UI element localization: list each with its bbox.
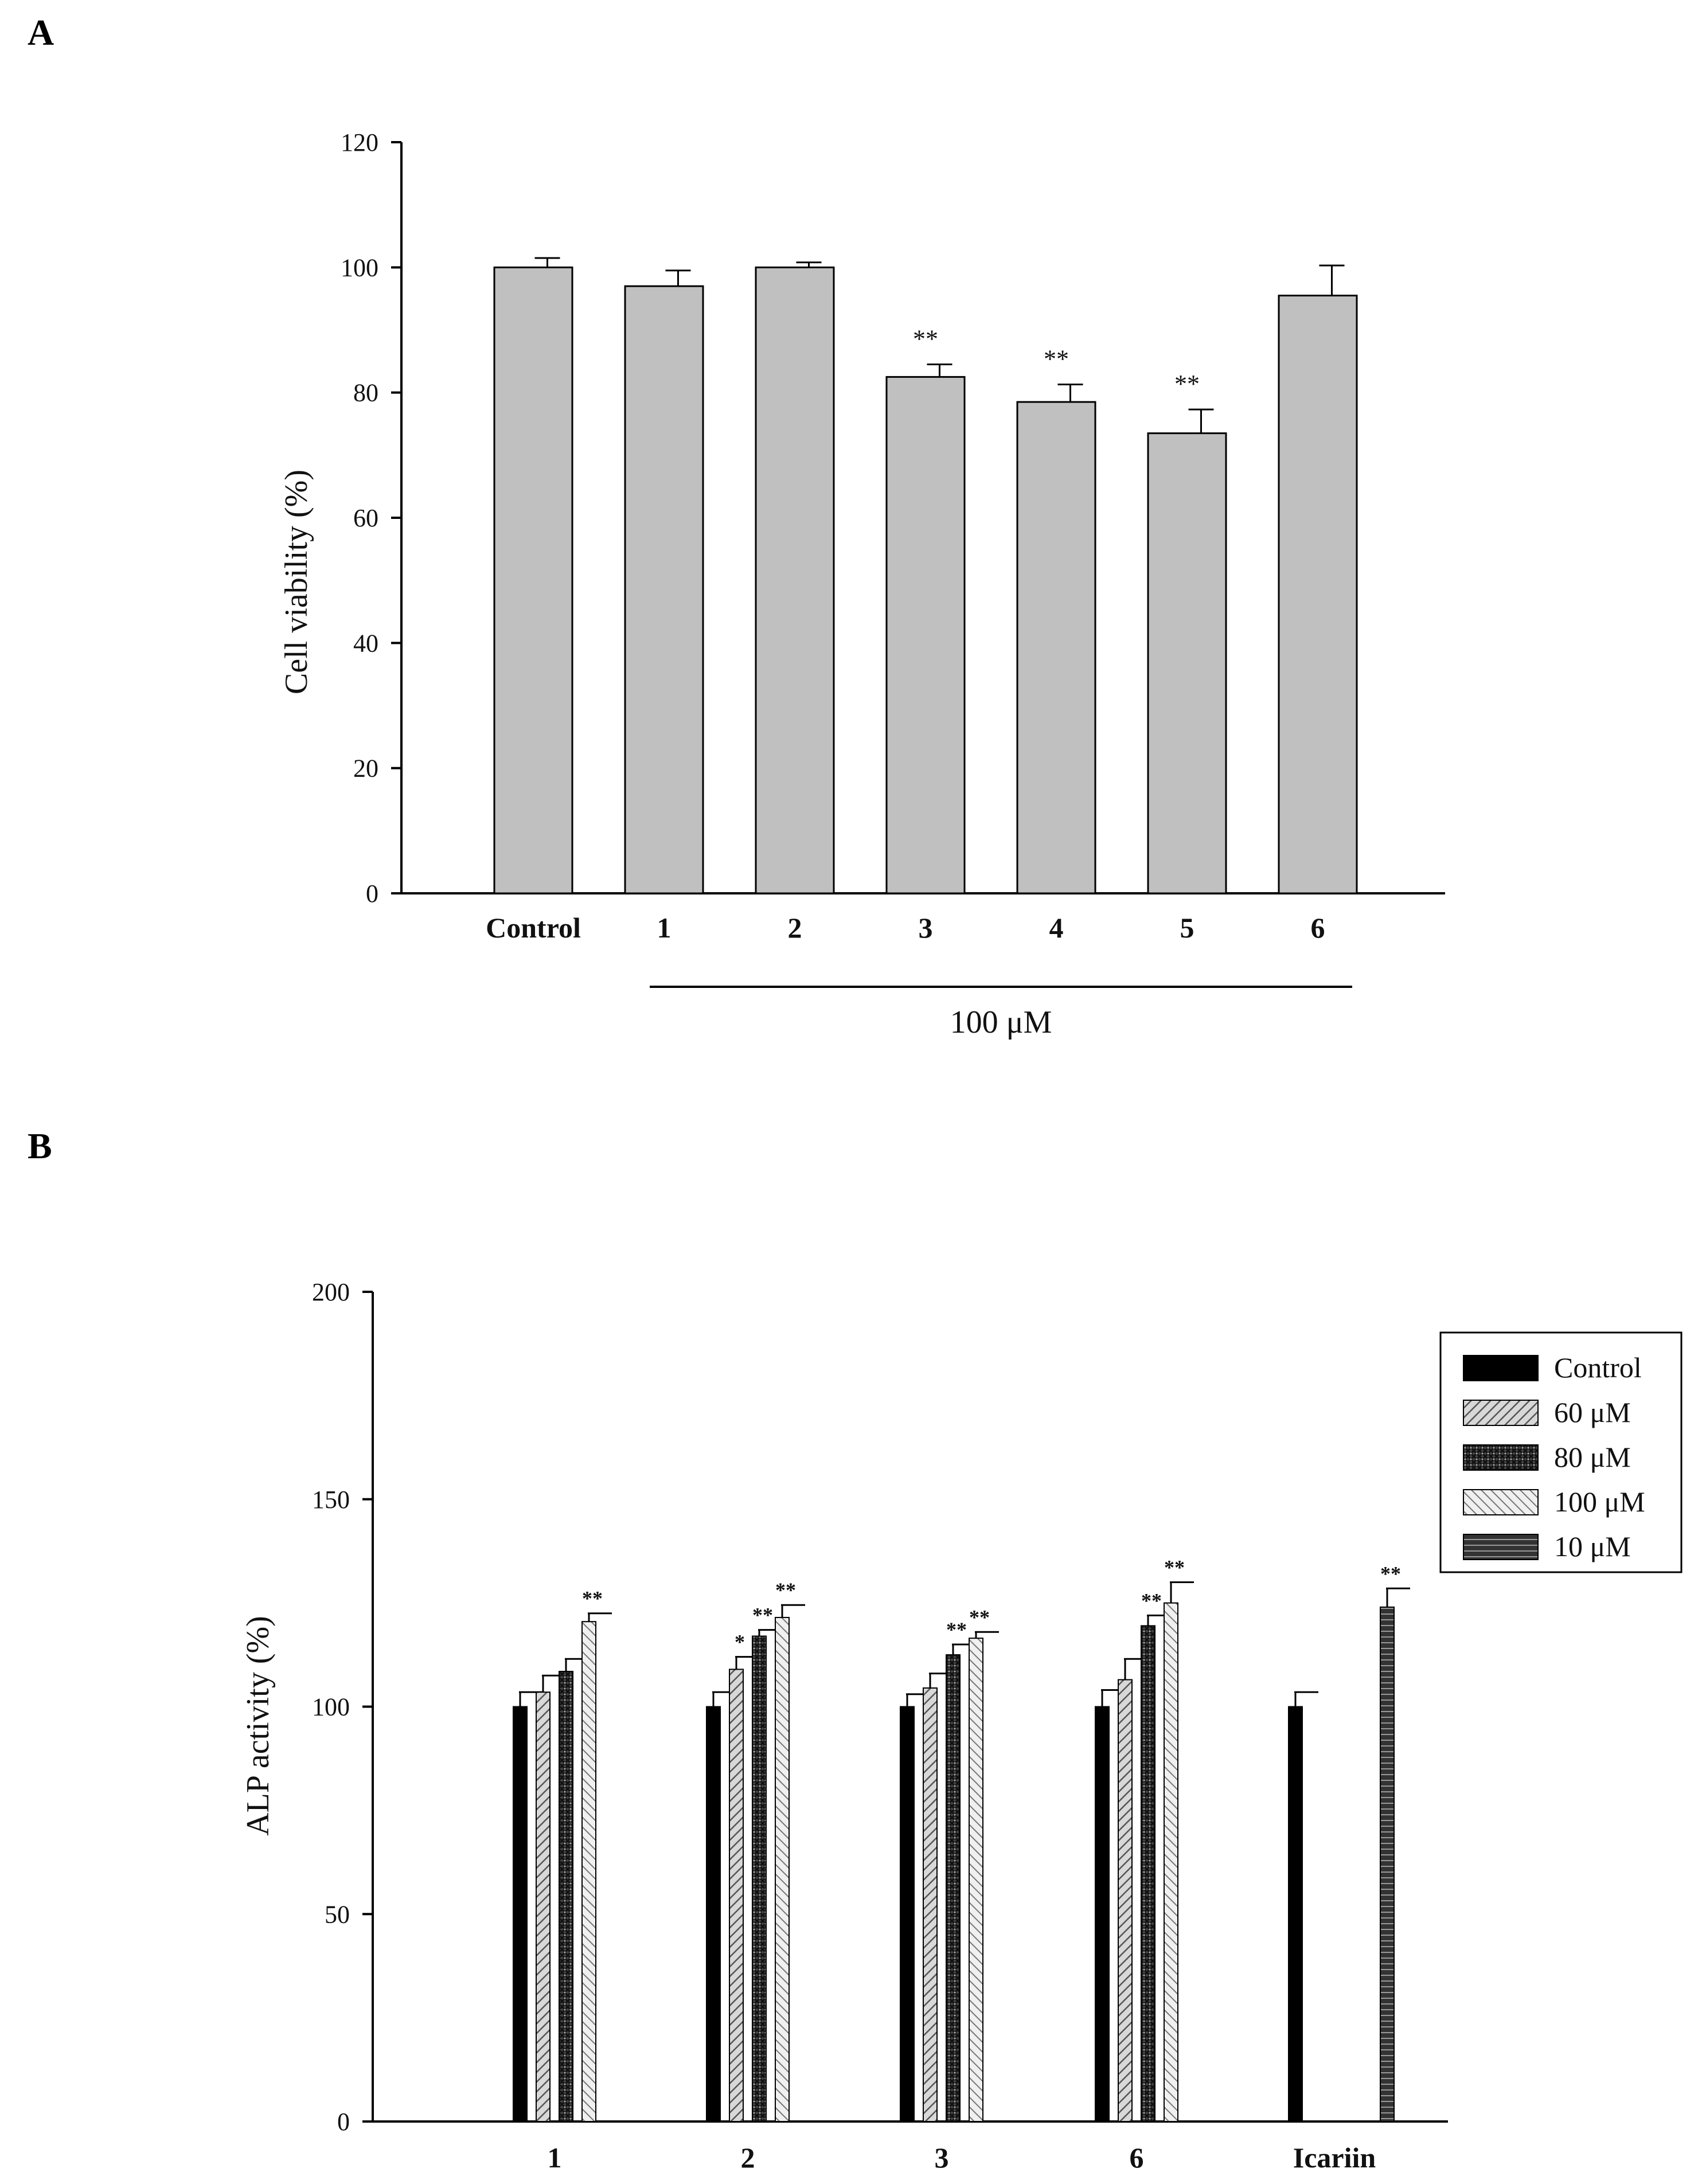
bar-6 [1278,294,1358,894]
x-tick-label-3: 3 [935,2142,949,2174]
bar-2 [755,266,835,894]
bar-3-80-m [946,1654,961,2122]
significance-marker: * [735,1631,745,1654]
significance-marker: ** [752,1604,773,1627]
significance-marker: ** [1164,1556,1185,1579]
significance-marker: ** [775,1579,796,1601]
legend-swatch-control [1463,1355,1539,1381]
bar-6-80-m [1141,1625,1156,2122]
significance-marker: ** [913,325,938,353]
bar-control [493,266,573,894]
significance-marker: ** [946,1618,967,1641]
legend-swatch-80-m [1463,1444,1539,1471]
y-tick-label: 40 [353,629,378,657]
bar-2-60-m [729,1669,744,2122]
legend-label-10-m: 10 μM [1554,1530,1631,1562]
bar-1-60-m [536,1691,551,2122]
bar-2-80-m [752,1635,767,2122]
chart-a-bars: ** ** ** [493,257,1358,894]
legend-label-80-m: 80 μM [1554,1441,1631,1473]
legend-label-60-m: 60 μM [1554,1396,1631,1428]
legend-swatch-100-m [1463,1489,1539,1515]
bar-icariin-control [1288,1706,1303,2122]
chart-b-bars: *************** ** [513,1556,1410,2123]
bar-4 [1016,401,1096,894]
y-tick-label: 20 [353,755,378,783]
y-tick-label: 200 [312,1278,350,1306]
y-tick-label: 80 [353,379,378,407]
legend-swatch-10-m [1463,1534,1539,1560]
bar-1-100-m [581,1621,596,2123]
significance-marker: ** [1141,1589,1162,1612]
chart-b-ticks: 0 50 100 150 200 1 2 3 6 Icariin [312,1278,1376,2174]
x-tick-label-6: 6 [1311,912,1325,944]
bar-2-control [706,1706,721,2122]
x-tick-label-4: 4 [1049,912,1064,944]
x-tick-label-control: Control [486,912,581,944]
significance-marker: ** [582,1587,603,1610]
legend-label-100-m: 100 μM [1554,1486,1645,1518]
bar-3-60-m [923,1687,938,2122]
panel-label-a: A [28,12,54,53]
significance-marker: ** [1044,345,1069,373]
significance-marker: ** [1174,370,1200,398]
significance-marker: ** [1380,1562,1401,1585]
chart-b-y-axis-title: ALP activity (%) [240,1616,276,1836]
x-tick-label-6: 6 [1130,2142,1144,2174]
x-tick-label-2: 2 [788,912,802,944]
bar-2-100-m [775,1616,790,2122]
x-tick-label-2: 2 [741,2142,755,2174]
bar-6-100-m [1164,1602,1178,2122]
x-tick-label-1: 1 [548,2142,562,2174]
bar-1-control [513,1706,528,2122]
chart-b-legend: Control 60 μM 80 μM 100 μM 10 μM [1439,1331,1683,1573]
bar-3-control [900,1706,915,2122]
y-tick-label: 0 [366,880,378,908]
bar-5 [1147,432,1227,894]
y-tick-label: 120 [341,128,378,157]
bar-icariin-10-m [1380,1606,1395,2123]
y-tick-label: 100 [312,1693,350,1721]
x-tick-label-5: 5 [1180,912,1194,944]
bar-3 [885,376,966,894]
legend-swatch-60-m [1463,1400,1539,1426]
chart-a-y-axis-title: Cell viability (%) [279,470,314,694]
legend-label-control: Control [1554,1351,1642,1384]
significance-marker: ** [969,1605,990,1628]
panel-label-b: B [28,1126,52,1166]
bar-1-80-m [559,1671,573,2122]
group-bracket-label: 100 μM [950,1005,1052,1040]
y-tick-label: 150 [312,1486,350,1514]
chart-a: ** ** ** 0 20 40 60 80 100 120 Control 1 2 3 4 5 6 Cell… [279,128,1445,1040]
chart-a-ticks: 0 20 40 60 80 100 120 Control 1 2 3 4 5 6 [341,128,1325,944]
bar-1 [624,285,704,894]
bar-3-100-m [969,1638,983,2123]
y-tick-label: 50 [325,1900,350,1928]
y-tick-label: 60 [353,504,378,532]
x-tick-label-icariin: Icariin [1293,2142,1376,2174]
x-tick-label-3: 3 [919,912,933,944]
bar-6-60-m [1118,1679,1133,2122]
y-tick-label: 0 [337,2108,350,2136]
bar-6-control [1095,1706,1110,2122]
x-tick-label-1: 1 [657,912,672,944]
y-tick-label: 100 [341,253,378,282]
